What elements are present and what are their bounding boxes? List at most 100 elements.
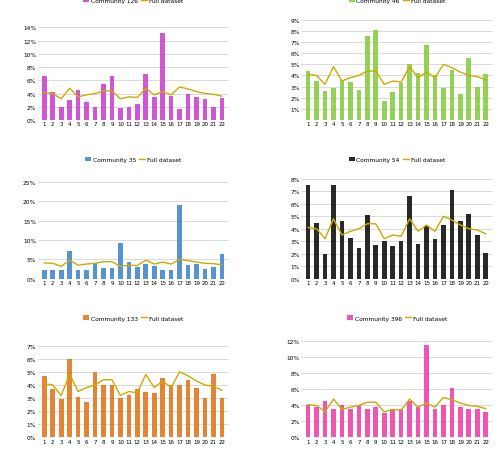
Bar [432,76,438,121]
Legend: Community 133, Full dataset: Community 133, Full dataset [83,316,183,321]
Bar [432,239,438,279]
Bar [441,225,446,279]
Bar [144,265,148,279]
Legend: Community 46, Full dataset: Community 46, Full dataset [349,0,445,4]
Bar [314,82,319,121]
Bar [50,93,55,121]
Bar [390,410,395,438]
Bar [126,263,131,279]
Bar [306,186,310,279]
Bar [186,266,190,279]
Bar [356,248,361,279]
Bar [76,90,80,121]
Bar [135,268,140,279]
Bar [306,72,310,121]
Bar [314,407,319,438]
Bar [68,359,72,438]
Bar [68,101,72,121]
Bar [76,271,80,279]
Bar [110,269,114,279]
Bar [466,58,471,121]
Bar [135,389,140,438]
Bar [118,398,122,438]
Bar [348,410,352,438]
Bar [424,346,429,438]
Bar [458,407,462,438]
Bar [365,410,370,438]
Bar [322,92,328,121]
Bar [484,412,488,438]
Bar [365,38,370,121]
Bar [314,223,319,279]
Bar [211,375,216,438]
Bar [202,398,207,438]
Bar [59,108,64,121]
Bar [194,98,199,121]
Bar [160,270,165,279]
Bar [152,393,156,438]
Bar [416,74,420,121]
Bar [475,88,480,121]
Bar [424,46,429,121]
Bar [50,270,55,279]
Bar [169,385,173,438]
Bar [441,88,446,121]
Bar [399,84,404,121]
Bar [340,406,344,438]
Bar [484,75,488,121]
Bar [110,385,114,438]
Bar [374,245,378,279]
Bar [126,108,131,121]
Bar [144,75,148,121]
Bar [484,253,488,279]
Bar [331,88,336,121]
Bar [194,264,199,279]
Bar [202,269,207,279]
Bar [306,406,310,438]
Legend: Community 126, Full dataset: Community 126, Full dataset [83,0,183,4]
Bar [186,94,190,121]
Bar [160,379,165,438]
Bar [42,76,46,121]
Bar [76,397,80,438]
Bar [348,238,352,279]
Bar [178,110,182,121]
Bar [399,242,404,279]
Bar [178,206,182,279]
Bar [169,271,173,279]
Bar [42,376,46,438]
Bar [202,100,207,121]
Bar [178,385,182,438]
Bar [220,98,224,121]
Bar [458,222,462,279]
Bar [424,227,429,279]
Bar [220,398,224,438]
Bar [84,271,89,279]
Bar [458,95,462,121]
Bar [118,243,122,279]
Bar [152,98,156,121]
Bar [322,254,328,279]
Bar [135,105,140,121]
Bar [331,410,336,438]
Bar [331,186,336,279]
Bar [110,77,114,121]
Bar [59,400,64,438]
Bar [450,71,454,121]
Bar [432,410,438,438]
Bar [356,91,361,121]
Bar [144,392,148,438]
Bar [340,81,344,121]
Bar [211,268,216,279]
Bar [50,389,55,438]
Bar [416,244,420,279]
Bar [101,385,106,438]
Bar [441,406,446,438]
Bar [42,270,46,279]
Legend: Community 54, Full dataset: Community 54, Full dataset [349,157,445,163]
Bar [416,407,420,438]
Bar [348,83,352,121]
Bar [340,222,344,279]
Bar [101,269,106,279]
Bar [356,406,361,438]
